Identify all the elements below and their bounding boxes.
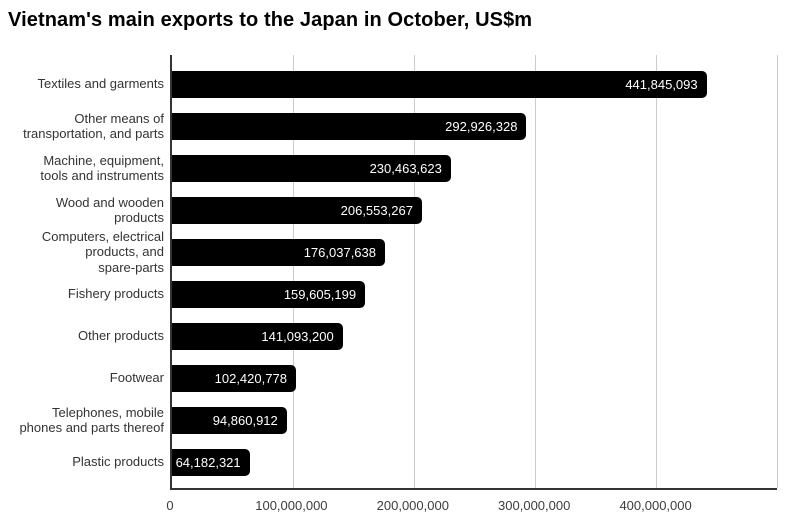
bar-value-label: 64,182,321 [175,454,241,470]
bar-value-label: 102,420,778 [214,370,287,386]
category-label: Computers, electrical products, and spar… [41,229,164,275]
bar: 441,845,093 [172,70,707,98]
bar-value-label: 441,845,093 [625,76,698,92]
bar-row: 141,093,200 [172,315,777,357]
bar: 141,093,200 [172,322,343,350]
bar: 230,463,623 [172,154,451,182]
bar-row: 230,463,623 [172,147,777,189]
category-label: Wood and wooden products [55,194,164,225]
bar-row: 102,420,778 [172,357,777,399]
gridline [414,55,415,488]
category-label: Other products [78,328,164,344]
bar: 292,926,328 [172,112,527,140]
bar: 64,182,321 [172,448,250,476]
value-axis-labels: 0 100,000,000 200,000,000 300,000,000 400,00… [166,492,777,516]
bar-row: 64,182,321 [172,441,777,483]
bar: 102,420,778 [172,364,296,392]
chart-title: Vietnam's main exports to the Japan in O… [8,9,533,31]
x-tick-label: 300,000,000 [498,498,571,513]
bar-row: 292,926,328 [172,105,777,147]
bar-value-label: 176,037,638 [303,244,376,260]
bar-row: 159,605,199 [172,273,777,315]
gridline [535,55,536,488]
bar-row: 441,845,093 [172,63,777,105]
category-axis-labels: Textiles and garments Other means of tran… [0,55,164,490]
plot-area: 441,845,093 292,926,328 230,463,623 206,553… [170,55,778,490]
bar: 94,860,912 [172,406,287,434]
category-label: Textiles and garments [37,76,164,92]
bar-row: 206,553,267 [172,189,777,231]
x-tick-label: 0 [166,498,174,513]
gridline [656,55,657,488]
bar: 159,605,199 [172,280,366,308]
bar-value-label: 141,093,200 [261,328,334,344]
bar: 176,037,638 [172,238,385,266]
gridline [293,55,294,488]
bar-value-label: 206,553,267 [340,202,413,218]
category-label: Machine, equipment, tools and instrument… [40,152,164,183]
category-label: Telephones, mobile phones and parts ther… [19,404,164,435]
category-label: Footwear [109,370,164,386]
bar-value-label: 230,463,623 [369,160,442,176]
x-tick-label: 400,000,000 [619,498,692,513]
category-label: Fishery products [67,286,164,302]
bar: 206,553,267 [172,196,422,224]
bar-series: 441,845,093 292,926,328 230,463,623 206,553… [172,55,777,488]
gridline [777,55,778,488]
bar-row: 94,860,912 [172,399,777,441]
category-label: Other means of transportation, and parts [23,110,164,141]
bar-row: 176,037,638 [172,231,777,273]
bar-chart: Textiles and garments Other means of tran… [0,55,778,513]
bar-value-label: 292,926,328 [445,118,518,134]
x-tick-label: 100,000,000 [255,498,328,513]
category-label: Plastic products [72,454,164,470]
bar-value-label: 94,860,912 [212,412,278,428]
bar-value-label: 159,605,199 [283,286,357,302]
x-tick-label: 200,000,000 [376,498,449,513]
